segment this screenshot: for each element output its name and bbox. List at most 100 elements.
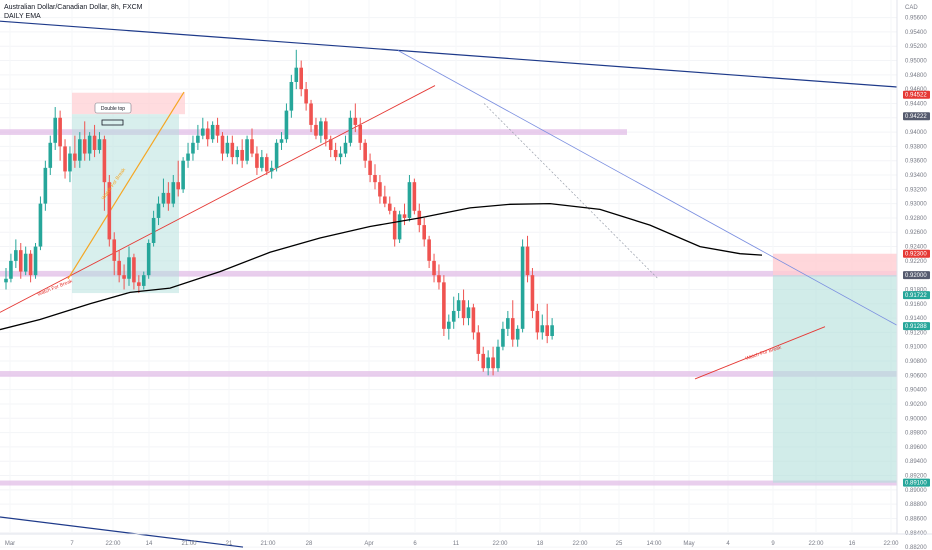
candle-up [466, 307, 471, 319]
candle-up [171, 182, 176, 204]
price-tick-label: 0.95600 [905, 16, 927, 22]
candle-up [397, 214, 402, 240]
price-tick-label: 0.89400 [905, 459, 927, 465]
time-tick-label: 18 [537, 541, 544, 547]
price-tick-label: 0.89200 [905, 474, 927, 480]
dotted-projection-line [483, 103, 659, 280]
take-profit-zone [773, 275, 897, 483]
price-tick-label: 0.95200 [905, 44, 927, 50]
candle-down [491, 357, 495, 369]
candle-up [33, 246, 38, 276]
candle-up [269, 167, 274, 172]
price-label-box [903, 271, 930, 280]
candle-down [510, 318, 515, 340]
price-tick-label: 0.92600 [905, 230, 927, 236]
candle-down [220, 135, 225, 154]
candle-down [392, 210, 397, 240]
candle-up [48, 142, 53, 168]
candle-up [319, 121, 323, 136]
candle-up [181, 160, 185, 190]
candle-down [333, 149, 338, 158]
price-label-text: 0.94522 [905, 93, 927, 99]
candle-down [28, 253, 33, 276]
ema-line [0, 202, 763, 331]
candle-down [437, 275, 441, 283]
time-tick-label: 4 [726, 541, 730, 547]
major-trendline-top [0, 20, 898, 88]
price-label-text: 0.91722 [905, 293, 927, 299]
candle-down [215, 124, 220, 136]
candle-down [368, 160, 372, 176]
time-tick-label: 14:00 [646, 541, 662, 547]
time-tick-label: 28 [306, 541, 313, 547]
price-tick-label: 0.93200 [905, 187, 927, 193]
candle-up [506, 318, 510, 329]
price-tick-label: 0.91200 [905, 330, 927, 336]
time-tick-label: May [683, 541, 694, 547]
price-tick-label: 0.91400 [905, 316, 927, 322]
candle-down [476, 332, 481, 354]
candle-down [427, 239, 431, 261]
candle-down [102, 139, 107, 183]
price-tick-label: 0.88600 [905, 516, 927, 522]
price-tick-label: 0.94400 [905, 101, 927, 107]
time-tick-label: Mar [5, 541, 15, 547]
ema-curve [0, 202, 763, 331]
time-tick-label: 21:00 [260, 541, 276, 547]
price-label-text: 0.89100 [905, 481, 927, 487]
candle-down [471, 307, 476, 333]
rising-support-line [0, 85, 436, 313]
candle-down [264, 157, 269, 172]
candle-down [58, 117, 62, 147]
candle-down [92, 135, 97, 150]
price-tick-label: 0.89600 [905, 445, 927, 451]
candle-down [299, 67, 303, 90]
candle-up [284, 110, 289, 140]
major-trendline-bottom [0, 516, 244, 548]
candle-down [309, 103, 313, 125]
candle-up [348, 117, 353, 143]
candle-down [304, 89, 308, 104]
price-tick-label: 0.95400 [905, 30, 927, 36]
candle-down [530, 275, 535, 311]
candle-down [383, 196, 387, 204]
candle-up [87, 135, 92, 154]
price-label-text: 0.92000 [905, 273, 927, 279]
price-label-box [903, 478, 930, 487]
candle-down [82, 139, 87, 154]
candle-down [132, 257, 136, 283]
indicator-title: DAILY EMA [4, 13, 41, 20]
candle-up [201, 128, 205, 136]
price-axis[interactable]: 0.95600 0.95400 0.95200 0.95000 0.94800 0.946… [905, 5, 927, 550]
candle-up [156, 203, 161, 218]
price-tick-label: 0.93600 [905, 159, 927, 165]
candle-down [122, 275, 126, 279]
price-tick-label: 0.90600 [905, 373, 927, 379]
currency-label: CAD [905, 5, 918, 11]
candle-down [137, 282, 141, 286]
candle-up [97, 139, 102, 150]
price-tick-label: 0.94000 [905, 130, 927, 136]
price-labels: 0.94522 0.94222 0.92300 0.92000 0.91722 0.912… [903, 90, 930, 487]
candle-up [501, 328, 505, 347]
time-tick-label: 16 [849, 541, 856, 547]
candle-down [176, 182, 180, 190]
symbol-title: Australian Dollar/Canadian Dollar, 8h, F… [4, 4, 143, 11]
candle-down [230, 142, 235, 158]
price-label-box [903, 112, 930, 121]
price-tick-label: 0.92800 [905, 216, 927, 222]
time-tick-label: 21:00 [181, 541, 197, 547]
time-axis[interactable]: Mar 7 22:00 14 21:00 21 21:00 28 Apr 6 11 22:00 18 22… [5, 541, 899, 547]
candle-down [412, 182, 417, 211]
candle-up [338, 153, 343, 158]
candle-up [496, 346, 500, 369]
time-tick-label: 22:00 [572, 541, 588, 547]
price-tick-label: 0.89800 [905, 431, 927, 437]
support-resistance-zone [0, 270, 897, 277]
candle-up [260, 157, 264, 168]
candle-down [422, 225, 426, 240]
support-resistance-zone [0, 129, 627, 135]
price-tick-label: 0.91000 [905, 345, 927, 351]
candle-up [279, 139, 284, 143]
